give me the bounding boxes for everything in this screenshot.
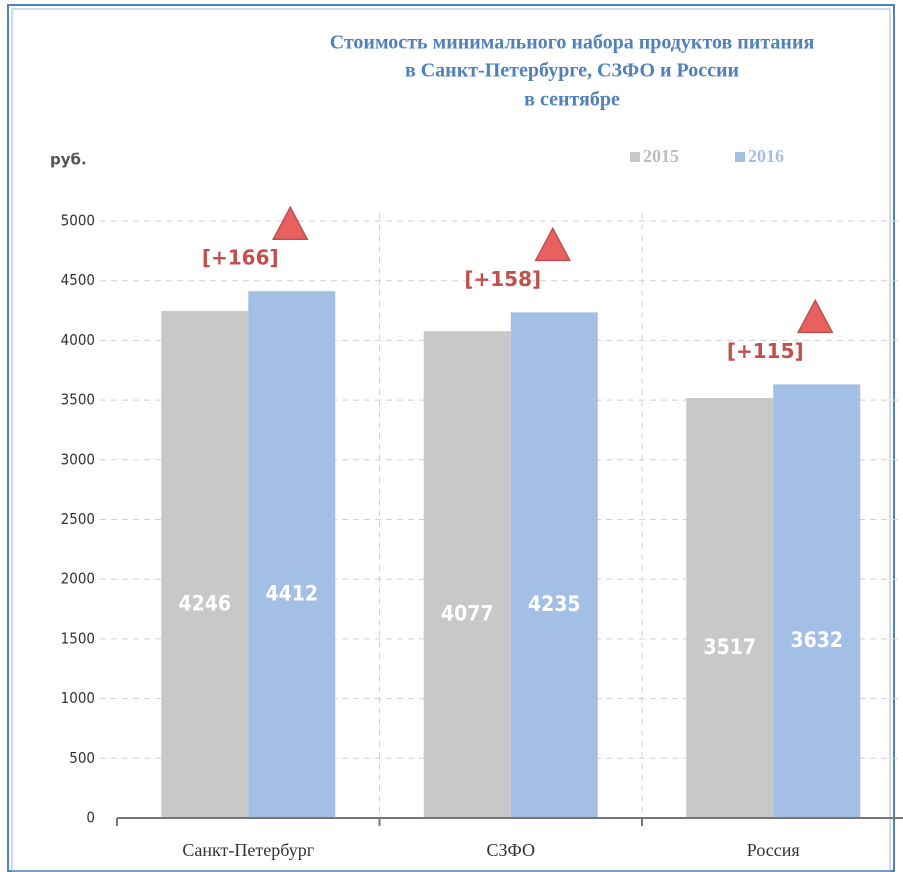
up-triangle	[534, 226, 571, 262]
data-label: 4246	[178, 592, 231, 616]
y-tick-label: 5000	[61, 212, 95, 230]
bar	[686, 398, 774, 818]
chart-title: в Санкт-Петербурге, СЗФО и России	[405, 60, 739, 82]
annotation: [+166]	[202, 246, 279, 270]
x-tick-label: Санкт-Петербург	[182, 840, 314, 860]
y-axis-label: руб.	[50, 151, 87, 169]
bar	[773, 384, 861, 818]
up-triangle	[797, 298, 834, 334]
legend-swatch	[630, 152, 640, 162]
y-tick-label: 500	[69, 749, 95, 767]
x-tick-label: Россия	[747, 840, 800, 860]
legend-label: 2016	[748, 146, 784, 166]
data-label: 3632	[790, 628, 843, 652]
legend-swatch	[735, 152, 745, 162]
y-tick-label: 4500	[61, 271, 95, 289]
bar	[510, 312, 598, 818]
chart-title: в сентябре	[524, 89, 620, 111]
annotation: [+115]	[727, 339, 804, 363]
y-tick-label: 1500	[61, 629, 95, 647]
y-tick-label: 2000	[61, 570, 95, 588]
chart-title: Стоимость минимального набора продуктов …	[330, 32, 815, 54]
y-tick-label: 4000	[61, 331, 95, 349]
y-tick-label: 2500	[61, 510, 95, 528]
frame-inner	[11, 8, 891, 872]
bar	[423, 331, 511, 818]
data-label: 4412	[265, 582, 318, 606]
annotation: [+158]	[464, 267, 541, 291]
y-tick-label: 1000	[61, 689, 95, 707]
y-tick-label: 3500	[61, 391, 95, 409]
bar	[248, 291, 336, 818]
y-tick-label: 3000	[61, 450, 95, 468]
y-tick-label: 0	[86, 809, 95, 827]
bar	[161, 311, 249, 818]
data-label: 4077	[441, 602, 494, 626]
data-label: 3517	[703, 635, 756, 659]
up-triangle	[272, 205, 309, 240]
x-tick-label: СЗФО	[487, 840, 535, 860]
data-label: 4235	[528, 592, 581, 616]
legend-label: 2015	[643, 146, 679, 166]
